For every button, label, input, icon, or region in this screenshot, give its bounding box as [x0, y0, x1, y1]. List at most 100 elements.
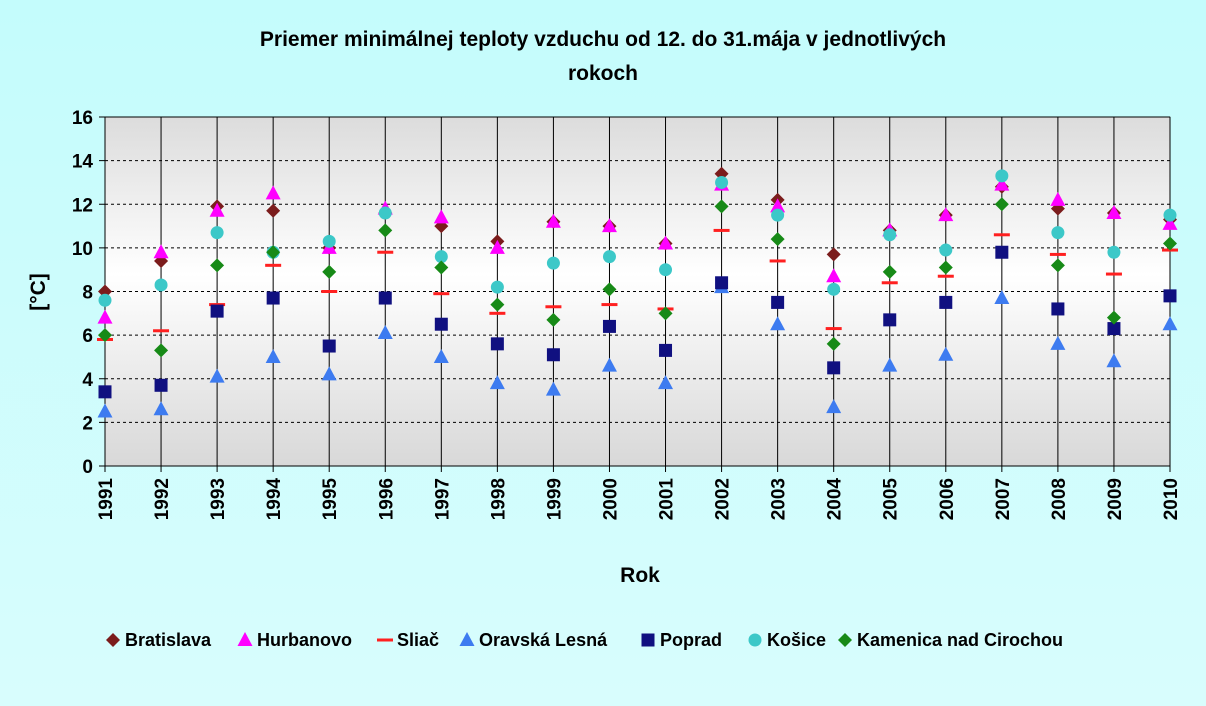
x-tick-label: 1996 — [376, 478, 397, 520]
x-tick-label: 2007 — [993, 478, 1014, 520]
point-kamenica-nad-cirochou — [322, 264, 337, 279]
point-oravska-lesna — [433, 348, 449, 363]
point-kosice — [154, 278, 168, 292]
point-kosice — [995, 169, 1009, 183]
point-sliac — [1049, 252, 1066, 256]
point-kosice — [378, 206, 392, 220]
chart-title-line-2: rokoch — [568, 62, 638, 85]
point-kosice — [490, 280, 504, 294]
point-kamenica-nad-cirochou — [1163, 236, 1177, 251]
point-kosice — [715, 175, 729, 189]
x-tick-label: 2006 — [937, 478, 958, 520]
point-kamenica-nad-cirochou — [770, 232, 785, 247]
point-hurbanovo — [1050, 191, 1066, 206]
x-tick-label: 1992 — [152, 478, 173, 520]
point-kamenica-nad-cirochou — [154, 343, 169, 358]
point-sliac — [265, 263, 282, 267]
point-poprad — [1107, 322, 1121, 336]
x-tick-label: 2005 — [881, 478, 902, 521]
y-tick-label: 6 — [82, 326, 93, 347]
point-hurbanovo — [209, 202, 225, 217]
point-hurbanovo — [826, 268, 842, 283]
x-tick-label: 2004 — [825, 478, 846, 521]
point-kamenica-nad-cirochou — [490, 297, 505, 312]
point-poprad — [434, 317, 448, 331]
y-tick-label: 0 — [82, 457, 93, 478]
point-kamenica-nad-cirochou — [658, 306, 673, 321]
point-kamenica-nad-cirochou — [98, 328, 112, 343]
gridlines — [105, 116, 1170, 423]
point-sliac — [433, 292, 450, 296]
x-tick-label: 2001 — [657, 478, 678, 521]
point-hurbanovo — [938, 207, 954, 222]
point-poprad — [154, 378, 168, 392]
point-oravska-lesna — [153, 401, 169, 416]
point-kamenica-nad-cirochou — [994, 197, 1009, 212]
y-tick-label: 10 — [72, 239, 93, 260]
point-poprad — [1163, 289, 1177, 303]
x-tick-label: 2010 — [1161, 478, 1182, 520]
legend-marker-hurbanovo — [237, 632, 253, 646]
legend-marker-kosice — [748, 633, 762, 647]
point-kamenica-nad-cirochou — [210, 258, 225, 273]
point-oravska-lesna — [770, 316, 786, 331]
point-sliac — [769, 259, 786, 263]
legend-label-bratislava: Bratislava — [125, 630, 212, 650]
point-oravska-lesna — [265, 348, 281, 363]
point-kamenica-nad-cirochou — [1106, 310, 1121, 325]
point-kamenica-nad-cirochou — [714, 199, 729, 214]
x-tick-label: 1998 — [488, 478, 509, 520]
y-axis-ticks: 0 2 4 6 8 10 12 14 16 — [72, 108, 105, 478]
point-sliac — [601, 303, 618, 307]
point-poprad — [771, 295, 785, 309]
legend-marker-poprad — [641, 633, 655, 647]
point-sliac — [937, 274, 954, 278]
point-poprad — [995, 245, 1009, 259]
point-kosice — [883, 228, 897, 242]
point-kosice — [1107, 245, 1121, 259]
point-hurbanovo — [658, 235, 674, 250]
point-oravska-lesna — [1050, 335, 1066, 350]
point-oravska-lesna — [545, 381, 561, 396]
point-poprad — [490, 337, 504, 351]
point-poprad — [266, 291, 280, 305]
y-tick-label: 12 — [72, 195, 93, 216]
point-sliac — [209, 303, 226, 307]
point-kosice — [434, 250, 448, 264]
point-oravska-lesna — [658, 375, 674, 390]
point-sliac — [153, 329, 170, 333]
point-poprad — [659, 343, 673, 357]
x-axis-ticks: 1991 1992 1993 1994 1995 1996 1997 1998 1999 2000… — [96, 466, 1182, 520]
point-oravska-lesna — [882, 357, 898, 372]
point-kamenica-nad-cirochou — [938, 260, 953, 275]
point-oravska-lesna — [97, 403, 113, 418]
point-oravska-lesna — [377, 324, 393, 339]
x-tick-label: 2009 — [1105, 478, 1126, 520]
point-kamenica-nad-cirochou — [882, 264, 897, 279]
plot-area — [104, 116, 1171, 467]
point-hurbanovo — [1106, 204, 1122, 219]
y-tick-label: 14 — [72, 152, 94, 173]
x-tick-label: 2008 — [1049, 478, 1070, 520]
point-poprad — [378, 291, 392, 305]
point-hurbanovo — [153, 244, 169, 259]
legend-marker-sliac — [377, 638, 393, 642]
point-sliac — [545, 305, 562, 309]
point-sliac — [377, 250, 394, 254]
point-kosice — [771, 208, 785, 222]
point-poprad — [210, 304, 224, 318]
point-kosice — [939, 243, 953, 257]
point-kamenica-nad-cirochou — [378, 223, 393, 238]
point-kosice — [602, 250, 616, 264]
point-sliac — [713, 228, 730, 232]
legend-marker-bratislava — [106, 633, 120, 647]
point-hurbanovo — [545, 213, 561, 228]
x-tick-label: 2003 — [769, 478, 790, 520]
chart-title-line-1: Priemer minimálnej teploty vzduchu od 12… — [260, 28, 946, 51]
point-sliac — [825, 327, 842, 331]
x-tick-label: 2002 — [713, 478, 734, 520]
x-tick-label: 2000 — [600, 478, 621, 520]
point-poprad — [883, 313, 897, 327]
point-oravska-lesna — [489, 375, 505, 390]
